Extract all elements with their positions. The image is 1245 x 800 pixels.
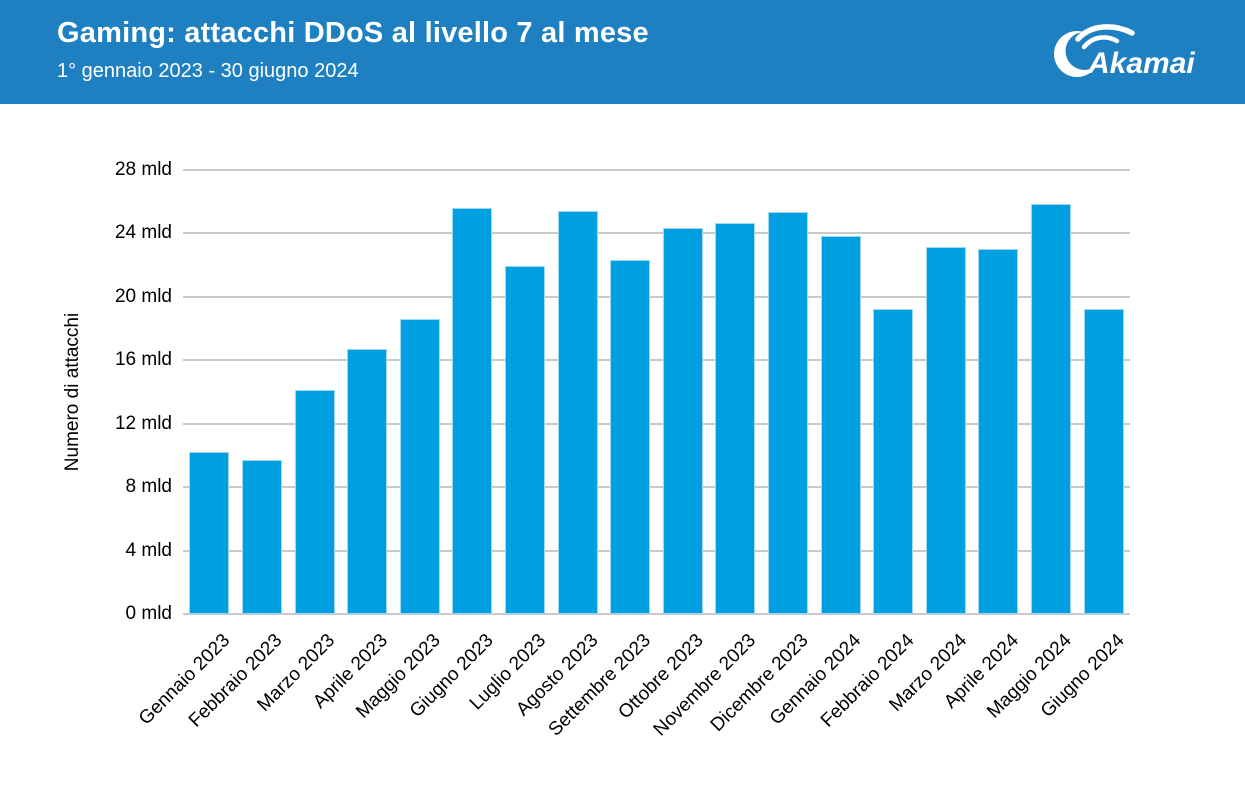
report-header: Gaming: attacchi DDoS al livello 7 al me… bbox=[0, 0, 1245, 104]
y-axis-tick-label: 12 mld bbox=[114, 412, 172, 434]
bar-marzo-2023 bbox=[294, 390, 335, 614]
bar-settembre-2023 bbox=[610, 259, 651, 614]
page-subtitle: 1° gennaio 2023 - 30 giugno 2024 bbox=[57, 60, 359, 82]
gridline bbox=[183, 613, 1130, 615]
y-axis-title: Numero di attacchi bbox=[62, 312, 83, 472]
y-axis-tick-label: 16 mld bbox=[114, 349, 172, 370]
akamai-logo: Akamai bbox=[1054, 24, 1195, 80]
bar-marzo-2024 bbox=[925, 247, 966, 614]
gridline bbox=[183, 549, 1130, 552]
gridline bbox=[183, 295, 1130, 298]
y-axis-tick-label: 28 mld bbox=[114, 158, 172, 180]
bar-maggio-2023 bbox=[399, 318, 440, 614]
bar-giugno-2024 bbox=[1083, 309, 1124, 614]
bar-gennaio-2024 bbox=[820, 236, 861, 614]
gridline bbox=[183, 486, 1130, 488]
gridline bbox=[183, 422, 1130, 425]
bar-gennaio-2023 bbox=[189, 452, 230, 614]
akamai-swoosh-icon bbox=[1054, 24, 1135, 77]
bar-novembre-2023 bbox=[715, 223, 756, 614]
y-axis-tick-label: 24 mld bbox=[114, 222, 172, 243]
y-axis-tick-label: 4 mld bbox=[125, 539, 172, 561]
gridline bbox=[183, 232, 1130, 234]
y-axis-tick-label: 8 mld bbox=[125, 476, 172, 497]
gridline bbox=[183, 168, 1130, 171]
bar-aprile-2023 bbox=[347, 348, 388, 614]
bar-giugno-2023 bbox=[452, 207, 493, 614]
bar-febbraio-2024 bbox=[873, 309, 914, 614]
bar-aprile-2024 bbox=[978, 248, 1019, 614]
akamai-wordmark: Akamai bbox=[1087, 47, 1195, 80]
bar-ottobre-2023 bbox=[662, 228, 703, 614]
bar-maggio-2024 bbox=[1031, 204, 1072, 614]
y-axis-tick-label: 20 mld bbox=[114, 285, 172, 307]
bar-dicembre-2023 bbox=[768, 212, 809, 614]
bar-luglio-2023 bbox=[504, 266, 545, 614]
page-title: Gaming: attacchi DDoS al livello 7 al me… bbox=[57, 17, 649, 49]
y-axis-tick-label: 0 mld bbox=[125, 603, 172, 624]
bar-agosto-2023 bbox=[557, 210, 598, 614]
gridline bbox=[183, 359, 1130, 361]
bar-febbraio-2023 bbox=[241, 460, 282, 614]
